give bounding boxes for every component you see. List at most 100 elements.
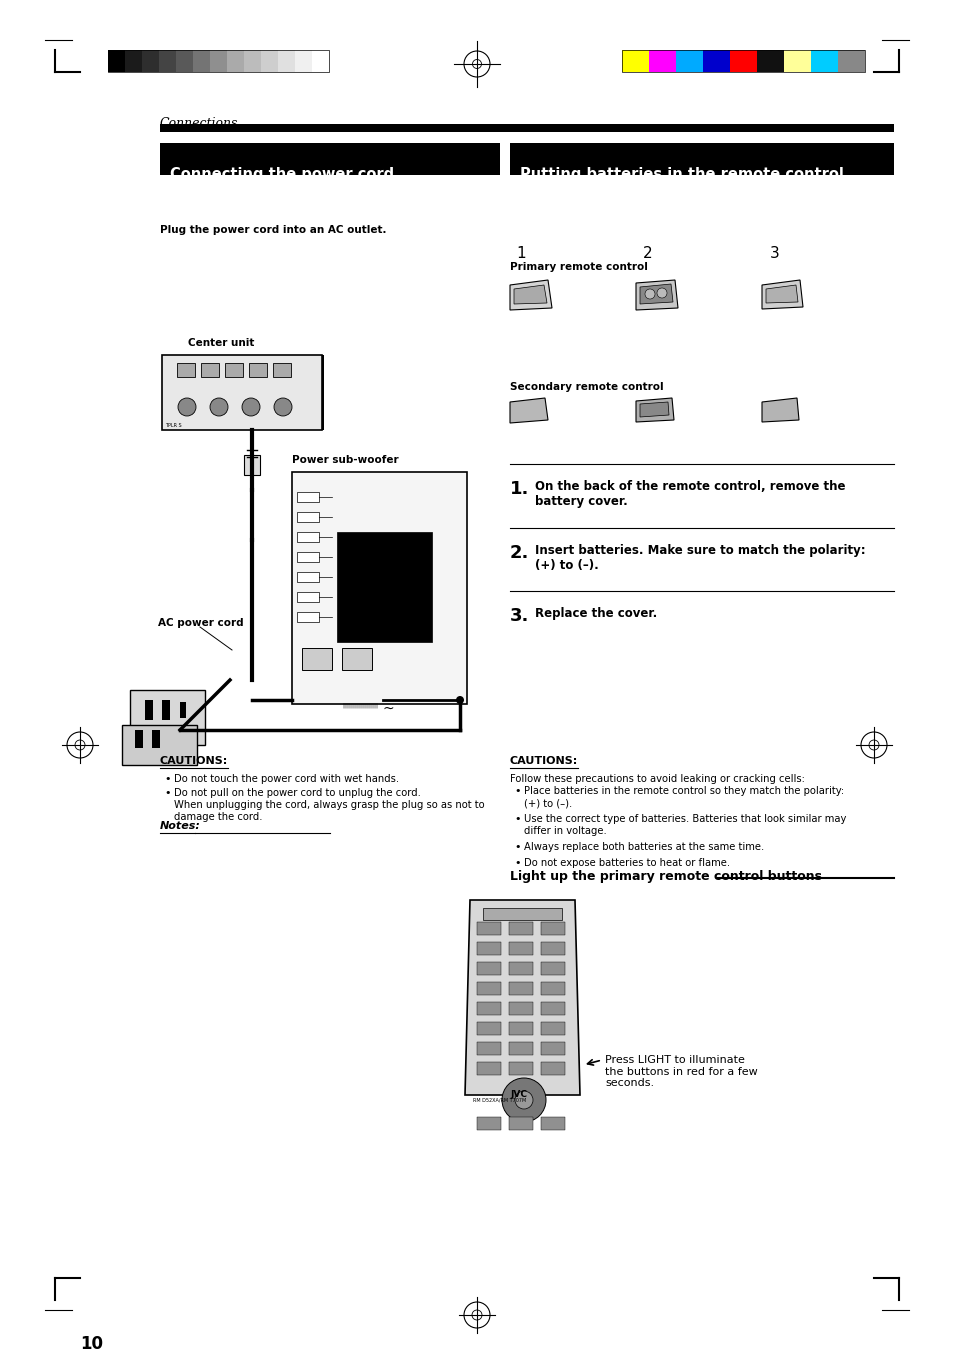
Text: Always replace both batteries at the same time.: Always replace both batteries at the sam… [523,842,763,852]
Bar [476,1117,500,1129]
Bar [476,921,500,935]
Text: •: • [514,815,520,824]
Polygon shape [464,900,579,1096]
Bar [244,455,260,476]
Bar [201,363,219,377]
Bar [273,363,291,377]
Text: Notes:: Notes: [160,821,201,831]
Bar [476,1021,500,1035]
Bar [729,50,757,72]
Text: ~: ~ [382,703,395,716]
Polygon shape [639,284,672,304]
Bar [509,962,533,975]
Bar [540,982,564,994]
Polygon shape [510,280,552,309]
Bar [296,512,318,521]
Text: Do not expose batteries to heat or flame.: Do not expose batteries to heat or flame… [523,858,729,867]
Bar [296,532,318,542]
Text: Replace the cover.: Replace the cover. [535,607,657,620]
Text: 3: 3 [769,246,779,261]
Bar [540,1002,564,1015]
Polygon shape [761,399,799,422]
Bar [341,648,372,670]
Bar [145,700,152,720]
Bar [160,143,499,176]
Bar [621,50,864,72]
Polygon shape [636,399,673,422]
Bar [509,1117,533,1129]
Bar [302,648,332,670]
Text: Primary remote control: Primary remote control [510,262,647,272]
Text: •: • [514,786,520,796]
Text: Power sub-woofer: Power sub-woofer [292,455,398,465]
Text: •: • [514,842,520,852]
Bar [135,730,143,748]
Text: Connections: Connections [160,118,238,130]
Text: •: • [164,788,171,798]
Bar [510,143,893,176]
Text: Connecting the power cord: Connecting the power cord [170,168,394,182]
Text: When unplugging the cord, always grasp the plug so as not to: When unplugging the cord, always grasp t… [173,800,484,811]
Circle shape [178,399,195,416]
Text: Center unit: Center unit [188,338,254,349]
Circle shape [274,399,292,416]
Text: CAUTIONS:: CAUTIONS: [160,757,228,766]
Bar [160,124,893,132]
Bar [757,50,783,72]
Bar [277,50,294,72]
Text: •: • [164,774,171,784]
Bar [227,50,244,72]
Bar [108,50,125,72]
Text: CAUTIONS:: CAUTIONS: [510,757,578,766]
Text: TPLR S: TPLR S [165,423,181,428]
Text: Press LIGHT to illuminate
the buttons in red for a few
seconds.: Press LIGHT to illuminate the buttons in… [604,1055,757,1088]
Text: Light up the primary remote control buttons: Light up the primary remote control butt… [510,870,821,884]
Circle shape [456,696,463,704]
Text: •: • [514,858,520,867]
Text: 10: 10 [80,1335,103,1351]
Bar [177,363,194,377]
Text: ||||||||||||||||||: |||||||||||||||||| [341,703,377,708]
Bar [837,50,864,72]
Bar [476,982,500,994]
Bar [482,908,561,920]
Bar [540,1021,564,1035]
Bar [810,50,837,72]
Bar [142,50,159,72]
Bar [125,50,142,72]
Bar [322,355,324,430]
Circle shape [515,1092,533,1109]
Circle shape [210,399,228,416]
Text: On the back of the remote control, remove the
battery cover.: On the back of the remote control, remov… [535,480,844,508]
Text: RM D52XA/RM T707M: RM D52XA/RM T707M [473,1097,526,1102]
Text: 1: 1 [516,246,525,261]
Bar [296,592,318,603]
Bar [509,1062,533,1075]
Text: Secondary remote control: Secondary remote control [510,382,663,392]
Text: 1.: 1. [510,480,529,499]
Bar [296,571,318,582]
Bar [540,921,564,935]
Bar [509,1042,533,1055]
Text: Putting batteries in the remote control: Putting batteries in the remote control [519,168,843,182]
Bar [621,50,648,72]
Bar [130,690,205,744]
Bar [180,703,186,717]
Bar [540,962,564,975]
Bar [476,942,500,955]
Polygon shape [639,403,668,417]
Bar [312,50,329,72]
Bar [296,492,318,503]
Bar [296,612,318,621]
Bar [159,50,175,72]
Text: differ in voltage.: differ in voltage. [523,825,606,836]
Text: Use the correct type of batteries. Batteries that look similar may: Use the correct type of batteries. Batte… [523,815,845,824]
Polygon shape [765,285,797,303]
Bar [476,1062,500,1075]
Circle shape [657,288,666,299]
Polygon shape [514,285,546,304]
Polygon shape [761,280,802,309]
Text: Plug the power cord into an AC outlet.: Plug the power cord into an AC outlet. [160,226,386,235]
Polygon shape [636,280,678,309]
Circle shape [242,399,260,416]
